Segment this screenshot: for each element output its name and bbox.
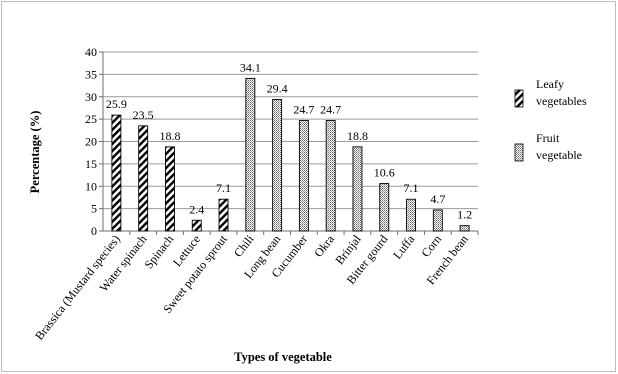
x-tick-label: Luffa — [390, 232, 418, 262]
data-label: 18.8 — [159, 129, 180, 143]
data-label: 23.5 — [133, 108, 154, 122]
data-label: 4.7 — [430, 192, 445, 206]
data-label: 24.7 — [320, 102, 341, 116]
bar — [165, 146, 175, 232]
x-tick-label: Spinach — [141, 232, 176, 271]
bar — [379, 183, 390, 232]
bar — [191, 219, 202, 232]
bar — [138, 125, 149, 232]
data-label: 29.4 — [267, 81, 288, 95]
bar — [352, 146, 363, 232]
legend-label: vegetable — [536, 148, 582, 162]
bar — [245, 77, 256, 232]
data-label: 7.1 — [216, 181, 231, 195]
y-tick-label: 20 — [85, 135, 97, 149]
legend: Leafy vegetables Fruit vegetable — [514, 77, 587, 162]
bar — [432, 209, 443, 232]
data-label: 25.9 — [106, 97, 127, 111]
bar — [218, 198, 229, 232]
data-label: 18.8 — [347, 129, 368, 143]
legend-label: Leafy — [536, 77, 564, 91]
legend-label: Fruit — [536, 131, 560, 145]
bar — [406, 198, 416, 232]
data-label: 10.6 — [374, 166, 395, 180]
bars: 25.9 23.5 18.8 2.4 7.1 34.1 29.4 24.7 24.7 18.8 10… — [106, 60, 472, 232]
y-tick-label: 10 — [85, 179, 97, 193]
data-label: 34.1 — [240, 60, 261, 74]
data-label: 2.4 — [189, 202, 204, 216]
bar — [272, 98, 283, 232]
data-label: 1.2 — [457, 208, 472, 222]
bar — [111, 114, 122, 232]
bar — [459, 225, 470, 232]
data-label: 7.1 — [404, 181, 419, 195]
y-tick-label: 0 — [91, 224, 97, 238]
data-label: 24.7 — [293, 102, 314, 116]
x-tick-label: Corn — [418, 232, 444, 260]
y-axis-label: Percentage (%) — [28, 111, 42, 194]
y-tick-label: 40 — [85, 45, 97, 59]
x-axis: Brassica (Mustard species)Water spinachS… — [32, 231, 479, 343]
bar — [298, 120, 309, 232]
y-tick-label: 15 — [85, 157, 97, 171]
y-tick-label: 5 — [91, 202, 97, 216]
legend-label: vegetables — [536, 94, 587, 108]
y-tick-label: 35 — [85, 67, 97, 81]
legend-swatch — [514, 143, 524, 162]
y-tick-label: 25 — [85, 112, 97, 126]
legend-swatch — [514, 89, 524, 108]
x-axis-label: Types of vegetable — [234, 350, 332, 364]
y-tick-label: 30 — [85, 90, 97, 104]
bar — [325, 120, 336, 232]
